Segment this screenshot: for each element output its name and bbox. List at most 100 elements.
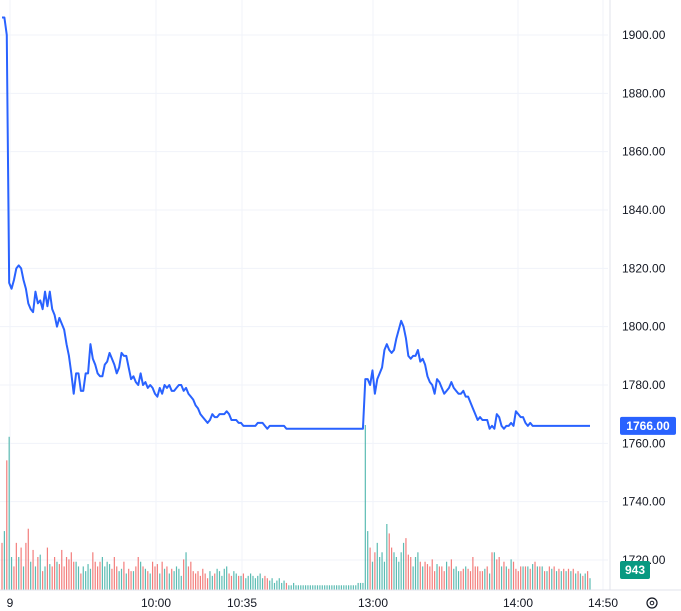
volume-bar: [316, 585, 319, 590]
volume-bar: [350, 585, 352, 590]
volume-bar: [75, 561, 77, 590]
volume-bar: [216, 568, 218, 590]
volume-bar: [92, 552, 94, 590]
volume-bar: [22, 566, 25, 590]
volume-bar: [183, 559, 185, 590]
volume-bar: [44, 566, 46, 590]
volume-bar: [32, 549, 34, 590]
volume-bar: [68, 559, 70, 590]
volume-bar: [302, 585, 304, 590]
volume-bar: [376, 542, 378, 590]
price-line: [2, 16, 590, 430]
volume-bar: [254, 578, 256, 590]
volume-bar: [364, 425, 366, 590]
volume-bar: [187, 566, 190, 590]
volume-bar: [314, 585, 316, 590]
volume-bar: [159, 573, 161, 590]
y-tick-label-6: 1780.00: [622, 378, 666, 392]
last-price-label: 1766.00: [626, 419, 670, 433]
volume-bar: [65, 557, 68, 590]
volume-bar: [575, 573, 577, 590]
volume-bar: [445, 561, 448, 590]
volume-bar: [582, 575, 584, 590]
volume-bar: [89, 568, 92, 590]
volume-bar: [426, 564, 429, 590]
volume-bar: [293, 582, 295, 590]
volume-bar: [532, 564, 534, 590]
volume-bar: [567, 568, 570, 590]
volume-bar: [120, 568, 123, 590]
volume-bar: [484, 568, 486, 590]
volume-bar: [20, 547, 22, 590]
volume-bar: [125, 573, 127, 590]
volume-bar: [517, 571, 519, 590]
volume-bar: [168, 573, 170, 590]
volume-bar: [51, 566, 53, 590]
volume-bar: [175, 566, 178, 590]
volume-bar: [97, 566, 99, 590]
volume-bar: [587, 571, 589, 590]
volume-bar: [82, 566, 84, 590]
volume-bar: [70, 552, 72, 590]
volume-bar: [383, 561, 386, 590]
volume-bar: [228, 573, 230, 590]
volume-bar: [551, 568, 553, 590]
volume-bar: [49, 564, 51, 590]
volume-bar: [558, 568, 560, 590]
volume-bar: [584, 573, 586, 590]
volume-bar: [472, 557, 474, 590]
volume-bar: [340, 585, 343, 590]
volume-bar: [386, 524, 388, 590]
volume-bar: [3, 531, 5, 590]
volume-bar: [77, 566, 80, 590]
volume-bar: [154, 566, 156, 590]
volume-bar: [457, 571, 460, 590]
volume-bar: [338, 585, 340, 590]
volume-bar: [529, 568, 531, 590]
volume-bar: [147, 571, 149, 590]
volume-bar: [493, 552, 495, 590]
volume-bar: [381, 552, 383, 590]
volume-bar: [496, 559, 498, 590]
volume-bar: [132, 571, 135, 590]
volume-bar: [156, 564, 158, 590]
volume-bar: [202, 568, 204, 590]
volume-bar: [307, 585, 309, 590]
volume-bar: [520, 566, 522, 590]
volume-bar: [137, 557, 139, 590]
volume-bar: [393, 552, 395, 590]
volume-bar: [118, 571, 120, 590]
volume-bar: [123, 561, 125, 590]
volume-bar: [331, 585, 333, 590]
volume-bar: [336, 585, 338, 590]
volume-bar: [505, 566, 507, 590]
volume-bar: [379, 557, 381, 590]
volume-bar: [512, 561, 515, 590]
volume-bar: [197, 571, 199, 590]
volume-bar: [500, 566, 503, 590]
volume-bar: [455, 566, 457, 590]
volume-bar: [570, 571, 572, 590]
volume-bar: [27, 528, 29, 590]
volume-bar: [226, 566, 228, 590]
volume-bar: [276, 580, 278, 590]
volume-layer: [1, 425, 591, 590]
volume-bar: [388, 533, 390, 590]
volume-bar: [111, 568, 113, 590]
volume-bar: [539, 566, 541, 590]
volume-bar: [343, 585, 345, 590]
volume-bar: [58, 564, 60, 590]
volume-bar: [218, 571, 221, 590]
volume-bar: [266, 578, 268, 590]
x-tick-label-3: 13:00: [358, 596, 388, 610]
volume-bar: [405, 538, 407, 590]
x-tick-label-0: 9: [7, 596, 14, 610]
volume-bar: [166, 566, 168, 590]
volume-bar: [527, 566, 529, 590]
volume-bar: [438, 566, 441, 590]
volume-bar: [304, 585, 307, 590]
volume-bar: [39, 554, 41, 590]
volume-bar: [374, 552, 376, 590]
